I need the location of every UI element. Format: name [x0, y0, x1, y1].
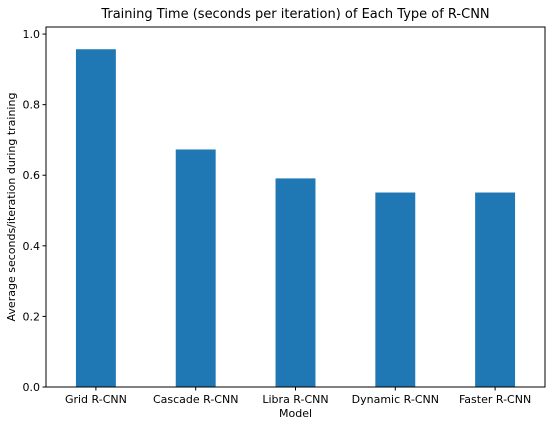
x-axis: Grid R-CNN Cascade R-CNN Libra R-CNN Dynami… [65, 387, 531, 406]
bar-5 [475, 192, 516, 387]
y-tick-label: 0.2 [23, 310, 41, 323]
plot-frame [45, 26, 546, 388]
y-tick-label: 0.0 [23, 381, 41, 394]
y-axis: 0.0 0.2 0.4 0.6 0.8 1.0 [23, 28, 46, 394]
y-tick-label: 0.8 [23, 99, 41, 112]
y-tick-label: 0.4 [23, 240, 41, 253]
bar-3 [275, 178, 316, 387]
x-tick-label: Grid R-CNN [65, 393, 127, 406]
bar-4 [375, 192, 416, 387]
x-tick-label: Cascade R-CNN [153, 393, 239, 406]
x-tick-label: Dynamic R-CNN [352, 393, 439, 406]
y-axis-label: Average seconds/iteration during trainin… [5, 93, 18, 322]
bar-1 [75, 49, 116, 388]
x-tick-label: Libra R-CNN [262, 393, 328, 406]
x-tick-label: Faster R-CNN [459, 393, 531, 406]
y-tick-label: 1.0 [23, 28, 41, 41]
bar-2 [175, 149, 216, 387]
chart-title: Training Time (seconds per iteration) of… [100, 7, 489, 22]
bars-group [75, 49, 516, 388]
x-axis-label: Model [279, 407, 312, 420]
y-tick-label: 0.6 [23, 169, 41, 182]
